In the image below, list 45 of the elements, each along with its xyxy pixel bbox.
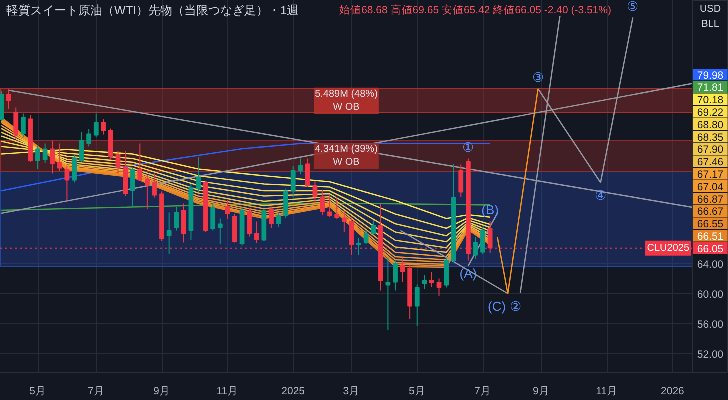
text: BLL (702, 19, 720, 30)
text: 67.90 (697, 144, 724, 156)
x-tick-label: 7月 (474, 386, 492, 398)
y-tick-label: 60.00 (697, 288, 724, 301)
x-tick-label: 11月 (216, 386, 239, 398)
annotation: ② (510, 298, 522, 314)
x-tick-label: 11月 (596, 386, 618, 398)
text: 79.98 (697, 70, 724, 82)
x-tick-label: 5月 (408, 386, 426, 398)
x-tick-label: 9月 (532, 386, 550, 398)
band-label: 4.341M (39%) W OB (315, 144, 378, 168)
y-tick-label: 56.00 (697, 318, 724, 331)
annotation: (A) (460, 266, 478, 281)
y-tick-label: 52.00 (697, 348, 724, 361)
annotation: (B) (482, 202, 499, 218)
text: 70.18 (697, 94, 724, 107)
chart-title: 軽質スイート原油（WTI）先物（当限つなぎ足）・1週 (6, 4, 300, 18)
x-tick-label: 2026 (661, 386, 685, 398)
x-tick-label: 5月 (30, 386, 46, 398)
text: 67.17 (697, 168, 724, 181)
text: 66.05 (697, 243, 724, 256)
text: 71.81 (697, 82, 724, 94)
text: 67.04 (697, 181, 724, 194)
text: USD (700, 4, 722, 15)
text: 69.22 (697, 106, 724, 119)
annotation: ③ (532, 70, 544, 85)
x-tick-label: 3月 (343, 386, 360, 398)
text: 66.67 (697, 206, 724, 218)
chart-subtitle: 始値68.68 高値69.65 安値65.42 終値66.05 -2.40 (-3.51%) (340, 4, 612, 16)
annotation: ⑤ (627, 0, 640, 14)
band-label: 5.489M (48%) W OB (315, 88, 378, 114)
text: 68.35 (697, 132, 724, 144)
text: 66.55 (697, 218, 724, 231)
x-tick-label: 9月 (154, 386, 170, 398)
x-tick-label: 2025 (282, 386, 306, 398)
annotation: ① (462, 140, 474, 155)
text: 66.87 (697, 194, 724, 206)
x-tick-label: 7月 (88, 386, 105, 398)
text: 66.51 (697, 230, 724, 243)
annotation: (C) (488, 298, 506, 314)
ref-line-label: CLU2025 (647, 242, 690, 254)
y-tick-label: 64.00 (697, 258, 724, 271)
text: 67.46 (697, 156, 724, 169)
text: 68.80 (697, 119, 724, 132)
annotation: ④ (594, 188, 607, 203)
